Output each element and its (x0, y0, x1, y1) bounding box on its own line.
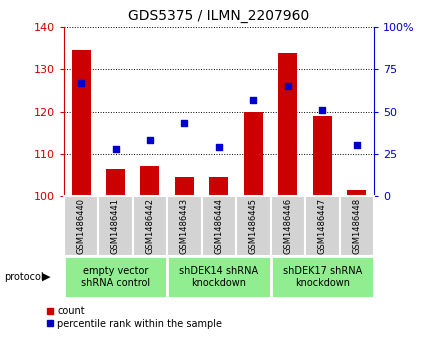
Point (216, 144, 223, 150)
Text: protocol: protocol (4, 272, 44, 282)
Text: GSM1486440: GSM1486440 (77, 198, 85, 254)
Bar (340, 196, 374, 256)
Bar (98, 196, 133, 256)
Point (112, 146, 119, 152)
Text: GSM1486447: GSM1486447 (318, 198, 327, 254)
Bar (106, 168, 125, 196)
Bar (133, 196, 167, 256)
Point (147, 138, 154, 143)
Bar (167, 256, 271, 298)
Text: GSM1486446: GSM1486446 (283, 198, 292, 254)
Text: GSM1486441: GSM1486441 (111, 198, 120, 254)
Bar (64, 256, 167, 298)
Bar (305, 196, 340, 256)
Bar (313, 116, 332, 196)
Point (181, 121, 188, 126)
Bar (279, 53, 297, 196)
Title: GDS5375 / ILMN_2207960: GDS5375 / ILMN_2207960 (128, 9, 309, 24)
Bar (236, 196, 271, 256)
Point (319, 107, 326, 113)
Bar (209, 177, 228, 196)
Bar (244, 111, 263, 196)
Bar (167, 196, 202, 256)
Text: empty vector
shRNA control: empty vector shRNA control (81, 266, 150, 287)
Text: GSM1486445: GSM1486445 (249, 198, 258, 254)
Point (77, 80, 84, 86)
Bar (271, 196, 305, 256)
Text: shDEK17 shRNA
knockdown: shDEK17 shRNA knockdown (282, 266, 362, 287)
Bar (64, 196, 98, 256)
Text: GSM1486442: GSM1486442 (146, 198, 154, 254)
Point (250, 97, 257, 103)
Bar (175, 177, 194, 196)
Bar (202, 196, 236, 256)
Bar (72, 50, 91, 196)
Text: GSM1486443: GSM1486443 (180, 198, 189, 254)
Point (284, 83, 291, 89)
Text: shDEK14 shRNA
knockdown: shDEK14 shRNA knockdown (180, 266, 258, 287)
Legend: count, percentile rank within the sample: count, percentile rank within the sample (47, 306, 222, 329)
Text: ▶: ▶ (42, 272, 50, 282)
Point (353, 142, 360, 148)
Bar (347, 190, 366, 196)
Text: GSM1486444: GSM1486444 (214, 198, 224, 254)
Bar (271, 256, 374, 298)
Text: GSM1486448: GSM1486448 (352, 198, 361, 254)
Bar (140, 167, 159, 196)
